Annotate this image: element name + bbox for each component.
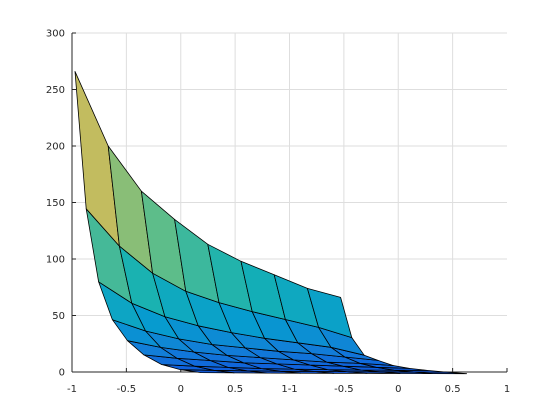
grid-layer <box>72 32 507 372</box>
y-tick-label: 200 <box>46 142 65 153</box>
x-tick-label: 1 <box>504 384 510 395</box>
y-tick-label: 50 <box>52 311 65 322</box>
x-tick-label: 0 <box>395 384 401 395</box>
y-tick-label: 100 <box>46 255 65 266</box>
y-tick-label: 300 <box>46 29 65 40</box>
surface-patch <box>306 287 353 339</box>
y-tick-label: 0 <box>59 368 65 379</box>
surface-layer <box>74 71 468 375</box>
y-tick-label: 250 <box>46 85 65 96</box>
x-tick-label: 1-1 <box>281 384 297 395</box>
y-tick-label: 150 <box>46 198 65 209</box>
tick-label-layer: 0 50 100 150 200 250 300 -1 -0.5 0 0.5 1-1 -0.5 0 0.5 1 <box>46 29 510 396</box>
x-tick-label: -0.5 <box>334 384 354 395</box>
x-tick-label: -1 <box>67 384 77 395</box>
x-tick-label: 0 <box>178 384 184 395</box>
x-tick-label: -0.5 <box>117 384 137 395</box>
x-tick-label: 0.5 <box>445 384 461 395</box>
x-tick-label: 0.5 <box>227 384 243 395</box>
